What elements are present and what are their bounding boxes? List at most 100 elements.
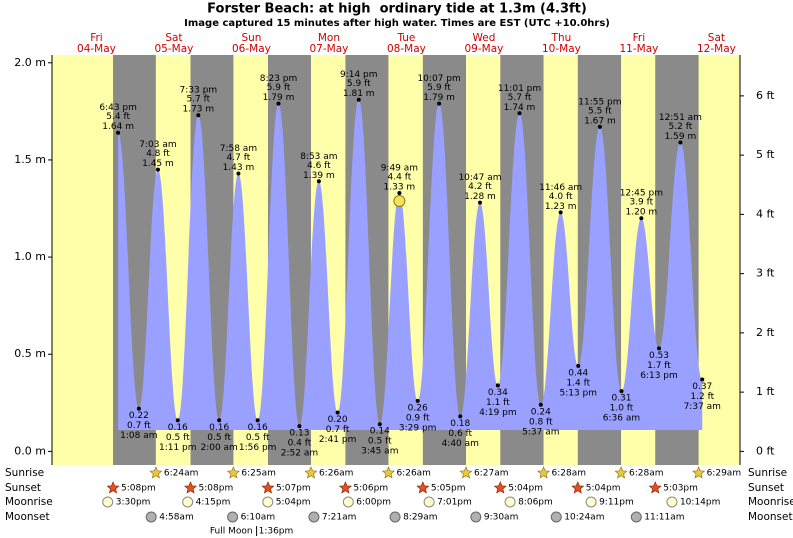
tide-time: 1:11 pm bbox=[159, 443, 197, 453]
tide-time: 9:14 pm bbox=[340, 70, 378, 80]
moonrise-icon bbox=[262, 496, 274, 508]
tide-point bbox=[377, 422, 382, 427]
tide-height: 3.9 ft bbox=[629, 198, 653, 208]
tide-point bbox=[217, 418, 222, 423]
tide-point bbox=[116, 130, 121, 135]
tide-point bbox=[477, 200, 482, 205]
moonset-time: 6:10am bbox=[241, 513, 276, 523]
tide-point bbox=[136, 406, 141, 411]
tide-time: 6:43 pm bbox=[99, 103, 137, 113]
tide-time: 2:52 am bbox=[281, 449, 318, 459]
tide-point bbox=[397, 190, 402, 195]
sunrise-icon bbox=[692, 466, 706, 479]
moonset-icon bbox=[227, 511, 239, 523]
tide-height: 4.4 ft bbox=[388, 172, 412, 182]
tide-point bbox=[538, 402, 543, 407]
tide-height: 1.2 ft bbox=[690, 392, 714, 402]
moonset-row-label: Moonset bbox=[5, 511, 50, 523]
moonrise-icon bbox=[585, 496, 597, 508]
tide-time: 5:13 pm bbox=[559, 388, 597, 398]
tide-height: 4.2 ft bbox=[468, 182, 492, 192]
tide-point bbox=[558, 210, 563, 215]
tide-height: 1.20 m bbox=[626, 208, 658, 218]
date-label: 09-May bbox=[464, 43, 503, 55]
tide-point bbox=[678, 140, 683, 145]
tide-height: 1.39 m bbox=[303, 171, 335, 181]
tide-time: 6:13 pm bbox=[640, 371, 678, 381]
tide-area bbox=[118, 99, 703, 430]
y-tick-label: 1.0 m bbox=[14, 250, 46, 263]
tide-height: 1.23 m bbox=[545, 202, 577, 212]
tide-point bbox=[619, 389, 624, 394]
tide-time: 7:58 am bbox=[220, 144, 257, 154]
y2-tick-label: 4 ft bbox=[756, 207, 775, 220]
tide-time: 1:08 am bbox=[120, 431, 157, 441]
y2-tick-label: 5 ft bbox=[756, 148, 775, 161]
tide-height: 4.0 ft bbox=[549, 192, 573, 202]
tide-height: 4.8 ft bbox=[146, 149, 170, 159]
tide-time: 1:56 pm bbox=[239, 443, 277, 453]
weekday-label: Wed bbox=[472, 32, 495, 44]
sunrise-icon bbox=[614, 466, 628, 479]
tide-height: 0.5 ft bbox=[207, 433, 231, 443]
tide-time: 6:36 am bbox=[603, 414, 640, 424]
tide-height: 0.16 bbox=[248, 423, 268, 433]
weekday-label: Thu bbox=[551, 32, 572, 44]
tide-point bbox=[700, 377, 705, 382]
moonset-icon bbox=[630, 511, 642, 523]
date-label: 10-May bbox=[542, 43, 581, 55]
tide-time: 9:49 am bbox=[381, 163, 418, 173]
tide-point bbox=[316, 179, 321, 184]
date-label: 08-May bbox=[387, 43, 426, 55]
tide-point bbox=[415, 398, 420, 403]
sunrise-row-label: Sunrise bbox=[748, 467, 787, 479]
sunset-icon bbox=[106, 481, 120, 494]
date-label: 12-May bbox=[697, 43, 736, 55]
tide-height: 0.7 ft bbox=[127, 421, 151, 431]
tide-height: 1.0 ft bbox=[610, 404, 634, 414]
tide-time: 4:40 am bbox=[442, 439, 479, 449]
tide-height: 1.45 m bbox=[142, 159, 174, 169]
tide-time: 12:45 pm bbox=[620, 189, 663, 199]
tide-time: 10:47 am bbox=[458, 173, 501, 183]
moonrise-icon bbox=[182, 496, 194, 508]
date-label: 04-May bbox=[77, 43, 116, 55]
tide-height: 0.14 bbox=[370, 427, 390, 437]
tide-height: 5.4 ft bbox=[106, 112, 130, 122]
tide-point bbox=[175, 418, 180, 423]
chart-subtitle: Image captured 15 minutes after high wat… bbox=[184, 18, 610, 29]
tide-height: 0.26 bbox=[408, 403, 428, 413]
moonrise-icon bbox=[342, 496, 354, 508]
tide-height: 0.44 bbox=[568, 368, 588, 378]
sunset-time: 5:04pm bbox=[586, 484, 621, 494]
tide-height: 0.5 ft bbox=[368, 437, 392, 447]
tide-height: 0.31 bbox=[611, 394, 631, 404]
moonrise-row-label: Moonrise bbox=[748, 496, 793, 508]
moonrise-icon bbox=[423, 496, 435, 508]
date-label: 06-May bbox=[232, 43, 271, 55]
y2-tick-label: 3 ft bbox=[756, 267, 775, 280]
sunset-time: 5:03pm bbox=[663, 484, 698, 494]
sunrise-time: 6:26am bbox=[396, 469, 431, 479]
moonset-time: 4:58am bbox=[159, 513, 194, 523]
sunset-row-label: Sunset bbox=[5, 482, 41, 494]
tide-point bbox=[656, 346, 661, 351]
tide-time: 8:23 pm bbox=[260, 74, 298, 84]
tide-height: 1.43 m bbox=[223, 163, 255, 173]
moonrise-icon bbox=[102, 496, 114, 508]
sunset-time: 5:04pm bbox=[508, 484, 543, 494]
tide-point bbox=[639, 216, 644, 221]
sunrise-time: 6:29am bbox=[707, 469, 742, 479]
weekday-label: Mon bbox=[318, 32, 340, 44]
tide-height: 1.1 ft bbox=[486, 398, 510, 408]
tide-height: 5.9 ft bbox=[267, 83, 291, 93]
moonrise-time: 5:04pm bbox=[276, 498, 311, 508]
tide-time: 4:19 pm bbox=[479, 408, 517, 418]
y2-tick-label: 1 ft bbox=[756, 385, 775, 398]
sunset-icon bbox=[416, 481, 430, 494]
moonset-time: 8:29am bbox=[403, 513, 438, 523]
sunrise-row-label: Sunrise bbox=[5, 467, 44, 479]
y2-tick-label: 0 ft bbox=[756, 444, 775, 457]
tide-height: 1.7 ft bbox=[647, 361, 671, 371]
